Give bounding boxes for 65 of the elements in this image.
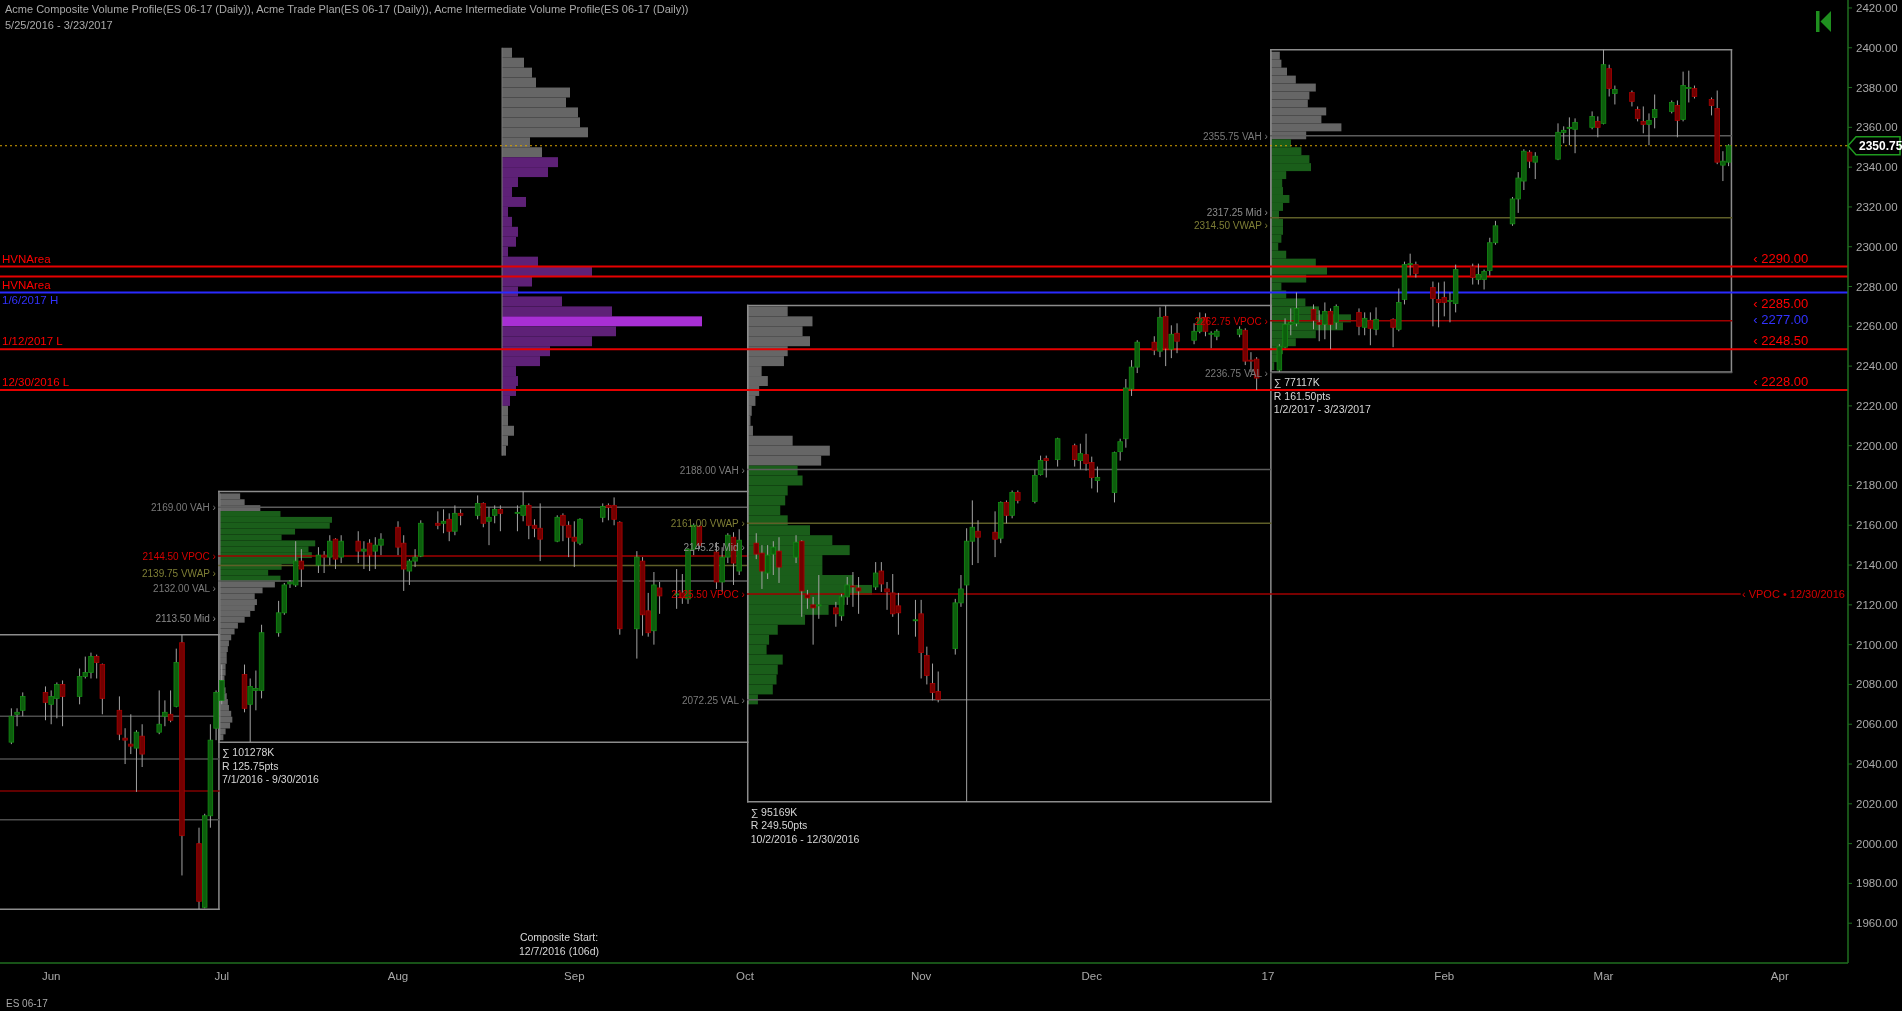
y-tick-label: 2280.00 xyxy=(1856,280,1898,293)
annotation: ‹ 2277.00 xyxy=(1753,311,1809,327)
annotation: ‹ VPOC • 12/30/2016 xyxy=(1741,587,1845,600)
ref-line-label: HVNArea xyxy=(2,278,52,291)
annotation: ∑ 101278K R 125.75pts 7/1/2016 - 9/30/2016 xyxy=(221,746,319,786)
annotation: 2317.25 Mid › xyxy=(1206,206,1268,218)
text: ES 06-17 xyxy=(6,997,49,1009)
y-tick-label: 2060.00 xyxy=(1856,718,1898,731)
y-tick-label: 2420.00 xyxy=(1856,1,1898,14)
x-tick-label: Sep xyxy=(564,970,585,982)
x-tick-label: Nov xyxy=(910,970,932,982)
x-tick-label: Jun xyxy=(41,970,61,982)
y-tick-label: 2240.00 xyxy=(1856,360,1898,373)
annotation: ‹ 2285.00 xyxy=(1753,295,1809,311)
annotation: 2072.25 VAL › xyxy=(681,694,745,706)
x-tick-label: Oct xyxy=(735,970,755,982)
y-tick-label: 2020.00 xyxy=(1856,797,1898,810)
y-tick-label: 2340.00 xyxy=(1856,161,1898,174)
y-tick-label: 2100.00 xyxy=(1856,638,1898,651)
x-tick-label: 17 xyxy=(1261,970,1275,982)
ref-line-label: HVNArea xyxy=(2,252,52,265)
annotation: ∑ 95169K R 249.50pts 10/2/2016 - 12/30/2016 xyxy=(750,805,860,845)
y-tick-label: 2380.00 xyxy=(1856,81,1898,94)
y-tick-label: 2040.00 xyxy=(1856,758,1898,771)
y-tick-label: 1960.00 xyxy=(1856,917,1898,930)
x-tick-label: Apr xyxy=(1770,970,1789,982)
annotation: 2144.50 VPOC › xyxy=(142,550,216,562)
annotation: 2314.50 VWAP › xyxy=(1193,219,1268,231)
ref-line-label: 1/6/2017 H xyxy=(2,294,59,307)
annotation: ‹ 2248.50 xyxy=(1753,332,1809,348)
y-tick-label: 2140.00 xyxy=(1856,559,1898,572)
annotation: 2355.75 VAH › xyxy=(1203,130,1268,142)
x-tick-label: Dec xyxy=(1081,970,1103,982)
annotation: 2169.00 VAH › xyxy=(151,501,216,513)
y-tick-label: 2400.00 xyxy=(1856,41,1898,54)
annotation: 2113.50 Mid › xyxy=(155,612,216,624)
y-tick-label: 2160.00 xyxy=(1856,519,1898,532)
annotation: 2188.00 VAH › xyxy=(679,464,745,476)
y-tick-label: 2260.00 xyxy=(1856,320,1898,333)
annotation: Composite Start: 12/7/2016 (106d) xyxy=(519,931,599,957)
annotation: 2132.00 VAL › xyxy=(153,582,216,594)
x-tick-label: Jul xyxy=(214,970,230,982)
y-tick-label: 2000.00 xyxy=(1856,837,1898,850)
y-tick-label: 2120.00 xyxy=(1856,598,1898,611)
y-tick-label: 2300.00 xyxy=(1856,240,1898,253)
x-tick-label: Mar xyxy=(1593,970,1614,982)
chart-title: Acme Composite Volume Profile(ES 06-17 (Daily)), Acme Trade Plan(ES 06-17 (Daily)), Acme Intermediate Volume Profile(ES 06-17 (Daily)) xyxy=(5,3,689,15)
ref-line-label: 2350.75 xyxy=(1859,138,1902,153)
annotation: ‹ 2228.00 xyxy=(1753,373,1809,389)
y-tick-label: 2220.00 xyxy=(1856,399,1898,412)
y-tick-label: 2200.00 xyxy=(1856,439,1898,452)
annotation: 2161.00 VWAP › xyxy=(670,517,745,529)
y-tick-label: 1980.00 xyxy=(1856,877,1898,890)
annotation: ∑ 77117K R 161.50pts 1/2/2017 - 3/23/2017 xyxy=(1273,376,1371,416)
ref-line-label: 12/30/2016 L xyxy=(2,375,70,388)
x-tick-label: Aug xyxy=(387,970,409,982)
x-tick-label: Feb xyxy=(1434,970,1455,982)
y-tick-label: 2080.00 xyxy=(1856,678,1898,691)
annotation: 2139.75 VWAP › xyxy=(141,567,216,579)
annotation: ‹ 2290.00 xyxy=(1753,250,1809,266)
y-tick-label: 2360.00 xyxy=(1856,121,1898,134)
y-tick-label: 2320.00 xyxy=(1856,200,1898,213)
ref-line-label: 1/12/2017 L xyxy=(2,335,64,348)
text: 5/25/2016 - 3/23/2017 xyxy=(5,19,113,31)
y-tick-label: 2180.00 xyxy=(1856,479,1898,492)
